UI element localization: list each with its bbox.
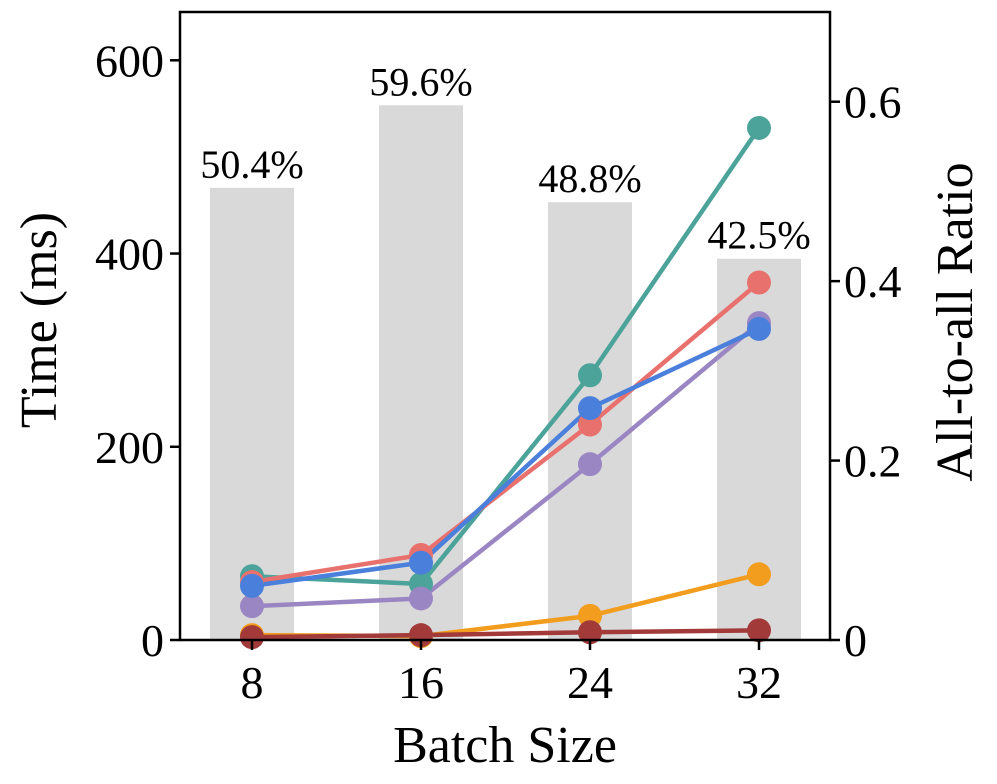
series-salmon-line bbox=[249, 280, 762, 585]
series-purple-point-24 bbox=[578, 452, 602, 477]
series-darkred-point-8 bbox=[240, 625, 264, 650]
y-left-tick-label-400: 400 bbox=[95, 229, 164, 280]
series-teal-point-32 bbox=[747, 115, 771, 140]
x-axis-title: Batch Size bbox=[393, 717, 617, 774]
bar-labels-layer: 50.4% 59.6% 48.8% 42.5% bbox=[200, 59, 810, 257]
y-right-tick-label-0: 0 bbox=[844, 615, 867, 666]
series-teal-line bbox=[249, 125, 762, 587]
y-right-tick-label-0.4: 0.4 bbox=[844, 256, 902, 307]
series-salmon-point-24 bbox=[578, 412, 602, 437]
series-purple-line bbox=[249, 320, 762, 609]
series-blue-point-32 bbox=[747, 316, 771, 341]
axes-layer: 0 200 400 600 0 0.2 0.4 0.6 8 16 24 32 bbox=[95, 10, 902, 708]
series-darkred-point-32 bbox=[747, 618, 771, 643]
y-axis-left-title: Time (ms) bbox=[11, 212, 68, 428]
series-blue-point-16 bbox=[409, 550, 433, 575]
y-right-tick-label-0.2: 0.2 bbox=[844, 436, 902, 487]
lines-layer bbox=[249, 125, 762, 640]
series-darkred-line bbox=[249, 628, 762, 640]
x-tick-label-24: 24 bbox=[567, 657, 613, 708]
series-purple-point-8 bbox=[240, 594, 264, 619]
y-axis-right-title: All-to-all Ratio bbox=[927, 162, 984, 481]
y-left-tick-label-0: 0 bbox=[141, 615, 164, 666]
series-orange-line bbox=[249, 572, 762, 639]
bar-label-16: 59.6% bbox=[369, 59, 472, 104]
series-orange-point-32 bbox=[747, 562, 771, 587]
y-right-tick-label-0.6: 0.6 bbox=[844, 77, 902, 128]
series-blue-point-24 bbox=[578, 396, 602, 421]
bar-label-8: 50.4% bbox=[200, 142, 303, 187]
series-blue-point-8 bbox=[240, 573, 264, 598]
x-tick-label-32: 32 bbox=[736, 657, 782, 708]
series-teal-point-24 bbox=[578, 363, 602, 388]
bar-label-32: 42.5% bbox=[707, 213, 810, 258]
series-orange-point-24 bbox=[578, 603, 602, 628]
y-left-tick-label-200: 200 bbox=[95, 422, 164, 473]
series-purple-point-16 bbox=[409, 586, 433, 611]
series-darkred-point-24 bbox=[578, 620, 602, 645]
y-left-tick-label-600: 600 bbox=[95, 35, 164, 86]
series-salmon-point-32 bbox=[747, 270, 771, 295]
series-blue-line bbox=[249, 326, 762, 589]
plot-frame bbox=[178, 10, 832, 642]
x-tick-label-16: 16 bbox=[398, 657, 444, 708]
bar-label-24: 48.8% bbox=[538, 156, 641, 201]
x-tick-label-8: 8 bbox=[241, 657, 264, 708]
